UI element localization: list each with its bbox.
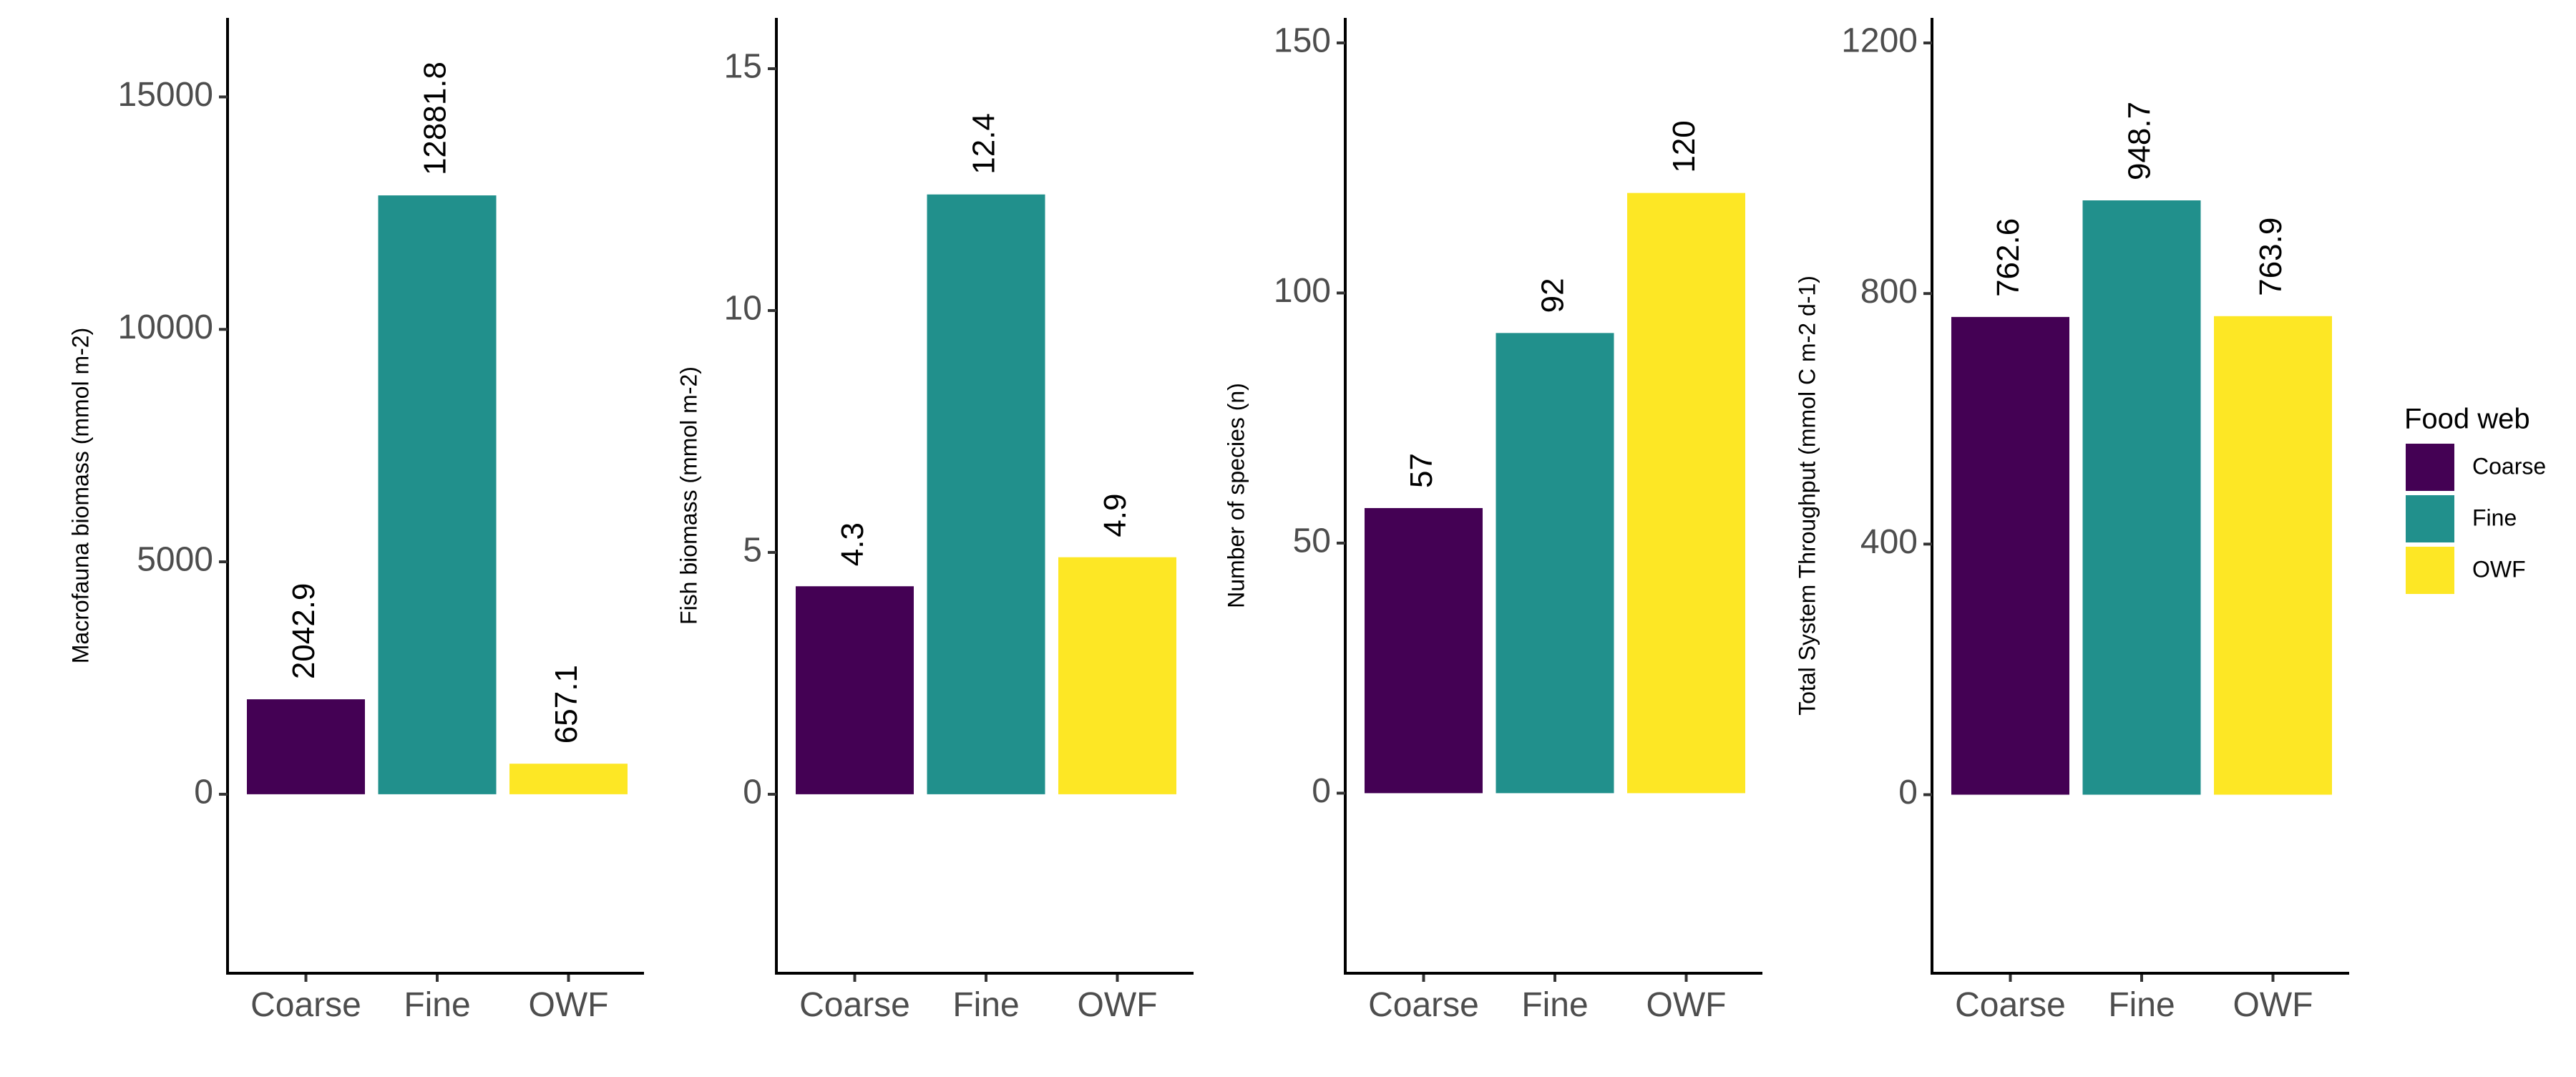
data-label: 762.6: [1991, 218, 2026, 297]
data-label: 12.4: [967, 113, 1002, 175]
y-axis-title: Macrofauna biomass (mmol m-2): [67, 328, 93, 663]
bar: [1496, 333, 1614, 794]
legend-swatch: [2406, 547, 2454, 594]
chart-panel: 57 Coarse 92 Fine 120 OWF 0 50 100 150 Number of s…: [1223, 18, 1762, 1024]
legend-label: Fine: [2472, 505, 2517, 530]
bar: [2082, 200, 2201, 795]
legend-swatch: [2406, 444, 2454, 491]
x-tick-label: OWF: [1646, 986, 1727, 1024]
bar: [509, 764, 628, 794]
data-label: 763.9: [2253, 218, 2288, 296]
legend-label: OWF: [2472, 556, 2526, 582]
data-label: 948.7: [2122, 102, 2157, 180]
data-label: 657.1: [549, 665, 584, 744]
y-tick-label: 400: [1860, 523, 1918, 561]
bar: [1365, 507, 1483, 794]
x-tick-label: Fine: [1521, 986, 1588, 1024]
data-label: 120: [1667, 120, 1702, 172]
chart-panel: 4.3 Coarse 12.4 Fine 4.9 OWF 0 5 10 15 Fish biomas…: [675, 18, 1194, 1024]
bar: [1951, 316, 2069, 795]
bar: [796, 586, 914, 794]
x-tick-label: OWF: [529, 986, 609, 1024]
x-tick-label: Coarse: [1955, 986, 2066, 1024]
y-tick-label: 5000: [137, 541, 213, 579]
bar: [2214, 316, 2332, 795]
data-label: 4.3: [835, 522, 870, 566]
y-axis-title: Total System Throughput (mmol C m-2 d-1): [1794, 276, 1820, 716]
bar: [1058, 557, 1176, 794]
y-tick-label: 15: [724, 48, 762, 86]
y-tick-label: 0: [194, 774, 213, 812]
data-label: 57: [1404, 453, 1439, 488]
y-tick-label: 100: [1274, 272, 1331, 310]
x-tick-label: Coarse: [1368, 986, 1479, 1024]
y-axis-title: Number of species (n): [1223, 383, 1249, 608]
x-tick-label: Coarse: [250, 986, 361, 1024]
y-tick-label: 15000: [118, 76, 213, 114]
legend-label: Coarse: [2472, 453, 2546, 479]
x-tick-label: Fine: [2108, 986, 2175, 1024]
bar: [247, 699, 365, 794]
y-axis-title: Fish biomass (mmol m-2): [675, 366, 701, 625]
x-tick-label: OWF: [1078, 986, 1158, 1024]
chart-panel: 2042.9 Coarse 12881.8 Fine 657.1 OWF 0 5000 1000…: [67, 18, 644, 1024]
data-label: 2042.9: [286, 583, 321, 680]
bar: [927, 194, 1045, 794]
y-tick-label: 50: [1293, 522, 1331, 560]
bar: [378, 195, 497, 794]
bar: [1627, 193, 1745, 794]
x-tick-label: Fine: [952, 986, 1019, 1024]
x-tick-label: OWF: [2233, 986, 2313, 1024]
x-tick-label: Coarse: [799, 986, 910, 1024]
legend-swatch: [2406, 495, 2454, 542]
legend-title: Food web: [2404, 404, 2530, 435]
y-tick-label: 10: [724, 290, 762, 328]
y-tick-label: 1200: [1841, 22, 1918, 60]
y-tick-label: 0: [1312, 772, 1331, 810]
y-tick-label: 5: [743, 532, 762, 570]
y-tick-label: 800: [1860, 273, 1918, 311]
y-tick-label: 0: [1898, 774, 1918, 812]
y-tick-label: 150: [1274, 22, 1331, 60]
data-label: 92: [1536, 278, 1571, 313]
chart-panel: 762.6 Coarse 948.7 Fine 763.9 OWF 0 400 800 1200 T…: [1794, 18, 2349, 1024]
x-tick-label: Fine: [404, 986, 470, 1024]
data-label: 4.9: [1098, 494, 1133, 537]
legend: Food web Coarse Fine OWF: [2404, 404, 2546, 594]
data-label: 12881.8: [418, 62, 453, 175]
y-tick-label: 10000: [118, 308, 213, 346]
y-tick-label: 0: [743, 774, 762, 812]
